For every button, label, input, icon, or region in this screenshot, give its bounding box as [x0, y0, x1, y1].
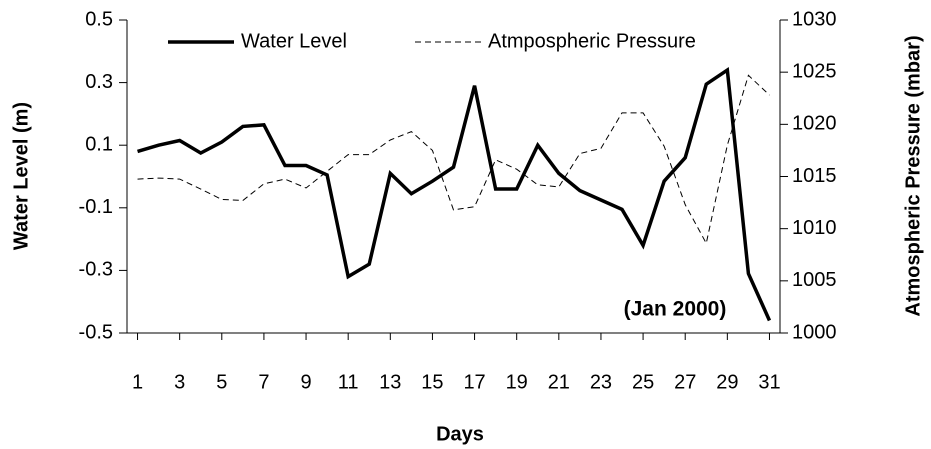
x-tick-label: 11 — [338, 371, 359, 393]
y2-tick-label: 1010 — [792, 217, 837, 239]
y2-tick-label: 1005 — [792, 269, 837, 291]
y-tick-label: 0.1 — [85, 133, 113, 155]
data-line — [137, 74, 770, 245]
y2-tick-label: 1030 — [792, 8, 837, 30]
x-axis-title: Days — [436, 423, 484, 445]
x-tick-label: 7 — [258, 371, 269, 393]
x-tick-label: 21 — [548, 371, 570, 393]
x-tick-label: 29 — [716, 371, 738, 393]
y-tick-label: -0.3 — [79, 259, 113, 281]
y-tick-label: 0.3 — [85, 71, 113, 93]
x-tick-label: 13 — [379, 371, 401, 393]
y-tick-label: 0.5 — [85, 8, 113, 30]
y2-tick-label: 1025 — [792, 60, 837, 82]
y-axis-title: Water Level (m) — [10, 102, 32, 250]
x-tick-label: 5 — [216, 371, 227, 393]
y2-tick-label: 1020 — [792, 113, 837, 135]
x-tick-label: 25 — [632, 371, 654, 393]
y2-axis-title: Atmospheric Pressure (mbar) — [902, 35, 924, 316]
y2-tick-label: 1000 — [792, 321, 837, 343]
legend-label: Water Level — [241, 30, 347, 52]
x-tick-label: 15 — [421, 371, 443, 393]
y-tick-label: -0.5 — [79, 321, 113, 343]
x-tick-label: 31 — [758, 371, 780, 393]
y2-tick-label: 1015 — [792, 165, 837, 187]
y-tick-label: -0.1 — [79, 196, 113, 218]
x-tick-label: 3 — [174, 371, 185, 393]
x-tick-label: 17 — [463, 371, 485, 393]
x-tick-label: 23 — [590, 371, 612, 393]
legend-label: Atmpospheric Pressure — [488, 30, 696, 52]
x-tick-label: 1 — [132, 371, 143, 393]
x-tick-label: 19 — [506, 371, 528, 393]
x-tick-label: 27 — [674, 371, 696, 393]
annotation: (Jan 2000) — [624, 298, 727, 321]
x-tick-label: 9 — [300, 371, 311, 393]
data-line — [137, 67, 772, 322]
